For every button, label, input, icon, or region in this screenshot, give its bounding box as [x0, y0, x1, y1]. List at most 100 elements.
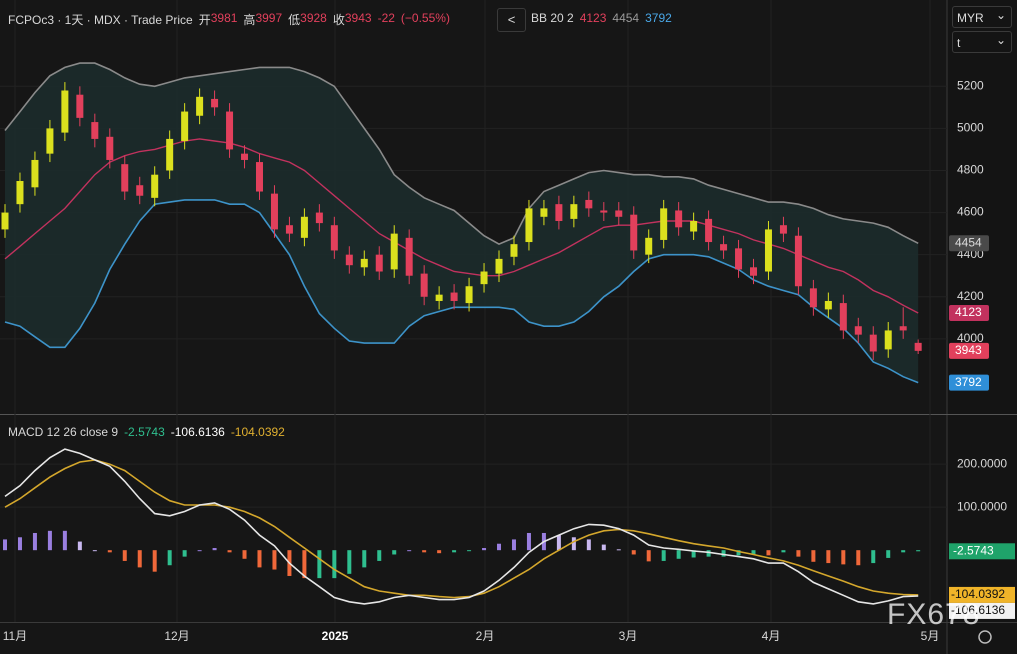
candle-body: [600, 210, 607, 212]
histogram-bar: [33, 533, 37, 550]
candle-body: [870, 335, 877, 352]
histogram-bar: [407, 550, 411, 551]
candle-body: [376, 255, 383, 272]
histogram-bar: [841, 550, 845, 564]
histogram-bar: [272, 550, 276, 569]
candle-body: [106, 137, 113, 160]
histogram-bar: [497, 544, 501, 550]
candle-body: [810, 288, 817, 307]
change: -22: [378, 11, 395, 28]
candle-body: [256, 162, 263, 191]
candle-body: [91, 122, 98, 139]
histogram-bar: [662, 550, 666, 561]
histogram-bar: [856, 550, 860, 565]
candle-body: [211, 99, 218, 107]
histogram-bar: [722, 550, 726, 556]
price-badge-label: 4454: [955, 235, 982, 249]
histogram-bar: [886, 550, 890, 558]
candle-body: [615, 210, 622, 216]
histogram-bar: [243, 550, 247, 559]
y-tick-label: 200.0000: [957, 456, 1007, 470]
time-label: 12月: [164, 629, 189, 643]
candle-body: [570, 204, 577, 219]
currency-select[interactable]: MYR: [952, 6, 1012, 28]
candle-body: [915, 343, 922, 351]
histogram-bar: [901, 550, 905, 552]
candle-body: [645, 238, 652, 255]
time-label: 2月: [476, 629, 495, 643]
bb-lower: 3792: [645, 11, 672, 25]
macd-value: -106.6136: [171, 425, 225, 439]
histogram-bar: [796, 550, 800, 556]
candle-body: [166, 139, 173, 171]
histogram-bar: [317, 550, 321, 578]
histogram-bar: [392, 550, 396, 554]
candle-body: [226, 112, 233, 150]
menu-select[interactable]: t: [952, 31, 1012, 53]
time-label: 11月: [3, 629, 27, 643]
candle-body: [466, 286, 473, 303]
candle-body: [496, 259, 503, 274]
macd-title: MACD 12 26 close 9: [8, 425, 118, 439]
candle-body: [451, 293, 458, 301]
candle-body: [540, 208, 547, 216]
histogram-bar: [3, 539, 7, 550]
back-button[interactable]: <: [497, 8, 526, 32]
ohlc-label: 低: [288, 11, 300, 28]
candle-body: [331, 225, 338, 250]
time-label: 2025: [322, 629, 349, 643]
histogram-bar: [93, 550, 97, 551]
candle-body: [675, 210, 682, 227]
histogram-bar: [572, 537, 576, 550]
histogram-bar: [18, 537, 22, 550]
ohlc-value: 3981: [211, 11, 238, 28]
histogram-bar: [422, 550, 426, 552]
candle-body: [765, 229, 772, 271]
histogram-bar: [437, 550, 441, 553]
price-badge-label: 3943: [955, 343, 982, 357]
histogram-bar: [138, 550, 142, 567]
histogram-bar: [602, 545, 606, 551]
candle-body: [241, 154, 248, 160]
y-tick-label: 4200: [957, 289, 984, 303]
watermark: FX678: [887, 598, 980, 632]
histogram-bar: [916, 550, 920, 551]
ohlc-label: 高: [243, 11, 255, 28]
value-badge-label: -2.5743: [953, 543, 994, 557]
signal-value: -104.0392: [231, 425, 285, 439]
histogram-bar: [871, 550, 875, 563]
candle-body: [271, 194, 278, 230]
candle-body: [361, 259, 368, 267]
histogram-bar: [257, 550, 261, 567]
candle-body: [855, 326, 862, 334]
candle-body: [510, 244, 517, 257]
bb-mid: 4123: [580, 11, 607, 25]
histogram-bar: [527, 533, 531, 550]
candle-body: [705, 219, 712, 242]
candle-body: [151, 175, 158, 198]
histogram-bar: [168, 550, 172, 565]
candle-body: [31, 160, 38, 187]
y-tick-label: 4800: [957, 163, 984, 177]
histogram-bar: [482, 548, 486, 550]
histogram-bar: [677, 550, 681, 559]
histogram-bar: [452, 550, 456, 552]
y-tick-label: 5200: [957, 78, 984, 92]
candle-body: [316, 213, 323, 224]
candle-body: [2, 213, 9, 230]
histogram-bar: [183, 550, 187, 556]
histogram-bar: [377, 550, 381, 561]
candle-body: [301, 217, 308, 238]
histogram-bar: [108, 550, 112, 552]
candle-body: [346, 255, 353, 266]
bb-upper: 4454: [612, 11, 639, 25]
histogram-bar: [647, 550, 651, 561]
histogram-bar: [153, 550, 157, 572]
histogram-bar: [766, 550, 770, 555]
histogram-bar: [123, 550, 127, 561]
candle-body: [750, 267, 757, 275]
candle-body: [61, 91, 68, 133]
candle-body: [406, 238, 413, 276]
time-label: 4月: [762, 629, 781, 643]
